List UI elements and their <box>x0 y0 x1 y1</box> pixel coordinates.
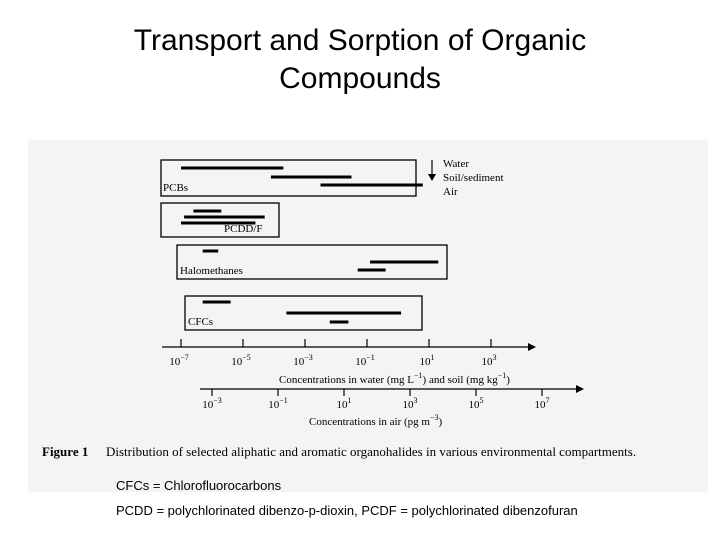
group-box-cfcs <box>184 295 423 331</box>
water-soil-axis-label-text: Concentrations in water (mg L <box>279 374 414 386</box>
water-soil-axis-label-exp2: −1 <box>498 371 507 380</box>
distribution-diagram: PCBs PCDD/F Halomethanes CFCs Water Soil… <box>160 158 584 428</box>
air-tick-label: 101 <box>337 396 352 411</box>
slide-title-line-1: Transport and Sorption of Organic <box>133 24 587 57</box>
water-soil-tick-label: 10−7 <box>169 353 189 368</box>
slide-title-line-2: Compounds <box>279 62 441 95</box>
group-label-halomethanes: Halomethanes <box>180 265 243 277</box>
group-box-pcbs <box>160 159 417 197</box>
air-axis-label-exp: −3 <box>430 413 439 422</box>
group-box-pcdd <box>160 202 280 238</box>
slide-title: Transport and Sorption of Organic Compou… <box>0 22 720 98</box>
water-soil-axis-label: Concentrations in water (mg L−1) and soi… <box>279 371 510 386</box>
air-tick-label: 10−3 <box>202 396 222 411</box>
legend-soil: Soil/sediment <box>443 172 504 184</box>
figure-caption-text: Distribution of selected aliphatic and a… <box>106 444 637 459</box>
figure-panel: PCBs PCDD/F Halomethanes CFCs Water Soil… <box>28 140 708 492</box>
water-soil-tick-label: 10−5 <box>231 353 251 368</box>
note-cfc-definition: CFCs = Chlorofluorocarbons <box>116 478 282 493</box>
air-axis-label-text: Concentrations in air (pg m <box>309 416 430 428</box>
air-axis-label: Concentrations in air (pg m−3) <box>309 413 443 428</box>
water-soil-tick-label: 10−1 <box>355 353 375 368</box>
air-axis-label-end: ) <box>439 416 443 428</box>
water-soil-axis-label-mid: ) and soil (mg kg <box>423 374 499 386</box>
group-label-pcdd: PCDD/F <box>224 223 263 235</box>
note-pcdd-definition: PCDD = polychlorinated dibenzo-p-dioxin,… <box>116 503 578 518</box>
air-axis-ticks: 10−3 10−1 101 103 105 107 <box>202 389 550 411</box>
air-axis-arrow <box>576 385 584 393</box>
water-soil-axis-label-end: ) <box>506 374 510 386</box>
concentration-bars <box>181 166 439 324</box>
legend-arrow-head <box>428 174 436 181</box>
water-soil-tick-label: 103 <box>482 353 497 368</box>
group-label-cfcs: CFCs <box>188 316 213 328</box>
water-soil-axis-arrow <box>528 343 536 351</box>
air-tick-label: 103 <box>403 396 418 411</box>
water-soil-axis-label-exp1: −1 <box>414 371 423 380</box>
air-tick-label: 107 <box>535 396 550 411</box>
legend-water: Water <box>443 158 469 170</box>
water-soil-axis-ticks: 10−7 10−5 10−3 10−1 101 103 <box>169 339 497 368</box>
water-soil-tick-label: 10−3 <box>293 353 313 368</box>
group-label-pcbs: PCBs <box>163 182 188 194</box>
figure-caption-label: Figure 1 <box>42 444 89 459</box>
legend-air: Air <box>443 186 458 198</box>
group-box-halomethanes <box>176 244 448 280</box>
air-tick-label: 10−1 <box>268 396 288 411</box>
air-tick-label: 105 <box>469 396 484 411</box>
water-soil-tick-label: 101 <box>420 353 435 368</box>
